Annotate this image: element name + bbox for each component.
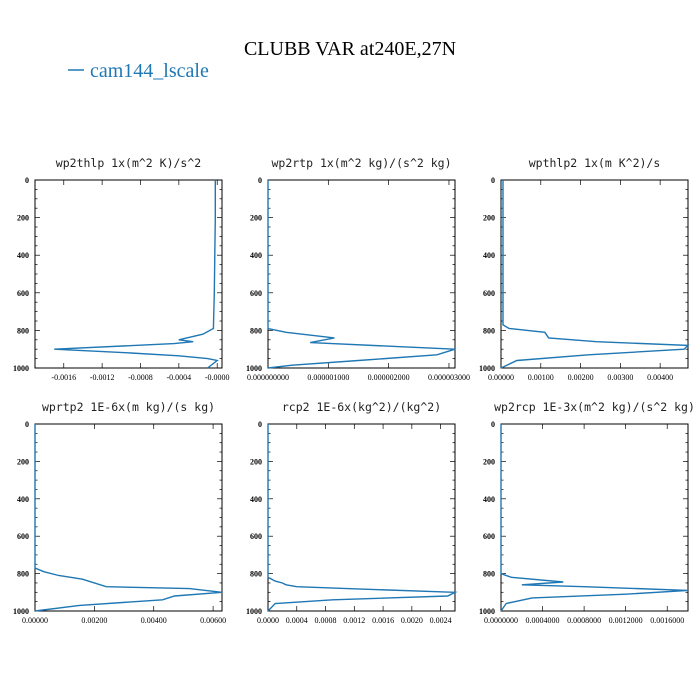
series-line — [54, 180, 219, 369]
x-tick-label: -0.0008 — [128, 373, 153, 382]
x-tick-label: 0.0000000 — [484, 616, 518, 625]
x-tick-label: 0.00200 — [81, 616, 107, 625]
y-tick-label: 200 — [17, 457, 29, 466]
y-tick-label: 600 — [483, 532, 495, 541]
series-line — [500, 424, 689, 612]
series-line — [500, 180, 690, 369]
panel-title: wpthlp2 1x(m K^2)/s — [529, 156, 661, 170]
y-tick-label: 600 — [250, 532, 262, 541]
y-tick-label: 0 — [258, 176, 262, 185]
x-tick-label: 0.00400 — [141, 616, 167, 625]
y-tick-label: 400 — [17, 251, 29, 260]
panel-title: rcp2 1E-6x(kg^2)/(kg^2) — [282, 400, 441, 414]
x-tick-label: 0.000000000 — [247, 373, 289, 382]
x-tick-label: 0.000001000 — [307, 373, 349, 382]
x-tick-label: -0.0012 — [90, 373, 115, 382]
panel-3: wpthlp2 1x(m K^2)/s020040060080010000.00… — [479, 156, 690, 382]
y-tick-label: 200 — [250, 214, 262, 223]
x-tick-label: 0.00200 — [568, 373, 594, 382]
y-tick-label: 200 — [483, 214, 495, 223]
y-tick-label: 600 — [17, 289, 29, 298]
x-tick-label: -0.0004 — [167, 373, 192, 382]
x-tick-label: -0.0016 — [51, 373, 76, 382]
series-line — [34, 424, 223, 612]
panel-title: wp2thlp 1x(m^2 K)/s^2 — [56, 156, 201, 170]
plot-frame — [267, 179, 456, 369]
x-tick-label: 0.0016 — [372, 616, 394, 625]
y-tick-label: 1000 — [13, 364, 29, 373]
series-line — [267, 424, 458, 612]
x-tick-label: 0.00000 — [22, 616, 48, 625]
figure-title: CLUBB VAR at240E,27N — [244, 38, 456, 60]
x-tick-label: 0.00400 — [647, 373, 673, 382]
x-tick-label: -0.0000 — [205, 373, 230, 382]
y-tick-label: 800 — [250, 326, 262, 335]
x-tick-label: 0.0000 — [257, 616, 279, 625]
x-tick-label: 0.0020 — [401, 616, 423, 625]
panel-2: wp2rtp 1x(m^2 kg)/(s^2 kg) 0 200 400 600 800 1… — [246, 156, 470, 382]
x-tick-label: 0.00600 — [200, 616, 226, 625]
y-tick-label: 1000 — [246, 607, 262, 616]
y-tick-label: 1000 — [246, 364, 262, 373]
y-tick-label: 200 — [250, 457, 262, 466]
x-tick-label: 0.0004 — [286, 616, 308, 625]
y-tick-label: 600 — [483, 289, 495, 298]
x-tick-label: 0.000003000 — [428, 373, 470, 382]
y-tick-label: 0 — [491, 176, 495, 185]
y-tick-label: 1000 — [479, 364, 495, 373]
y-tick-label: 400 — [17, 495, 29, 504]
x-tick-label: 0.00100 — [528, 373, 554, 382]
panel-title: wp2rtp 1x(m^2 kg)/(s^2 kg) — [271, 156, 451, 170]
plot-frame — [34, 423, 223, 612]
legend: cam144_lscale — [68, 60, 209, 82]
y-tick-label: 400 — [483, 495, 495, 504]
x-tick-label: 0.0012000 — [609, 616, 643, 625]
y-tick-label: 800 — [483, 570, 495, 579]
plot-frame — [500, 423, 689, 612]
chart-panels: wp2thlp 1x(m^2 K)/s^2 0 200 400 600 800 1000 -0… — [13, 156, 695, 625]
panel-6: wp2rcp 1E-3x(m^2 kg)/(s^2 kg) 0 200 400 600 8… — [479, 400, 695, 625]
y-tick-label: 600 — [17, 532, 29, 541]
x-tick-label: 0.0004000 — [526, 616, 560, 625]
y-tick-label: 800 — [17, 570, 29, 579]
y-tick-label: 400 — [250, 495, 262, 504]
panel-1: wp2thlp 1x(m^2 K)/s^2 0 200 400 600 800 1000 -0… — [13, 156, 230, 382]
y-tick-label: 800 — [483, 326, 495, 335]
y-tick-label: 0 — [491, 420, 495, 429]
x-tick-label: 0.0008000 — [567, 616, 601, 625]
panel-4: wprtp2 1E-6x(m kg)/(s kg) 0 200 400 600 800 10… — [13, 400, 226, 625]
x-tick-label: 0.0008 — [315, 616, 337, 625]
plot-frame — [267, 423, 456, 612]
x-tick-label: 0.0016000 — [650, 616, 684, 625]
panel-title: wprtp2 1E-6x(m kg)/(s kg) — [42, 400, 215, 414]
y-tick-label: 800 — [250, 570, 262, 579]
y-tick-label: 0 — [25, 420, 29, 429]
panel-5: rcp2 1E-6x(kg^2)/(kg^2) 0 200 400 600 800 1000… — [246, 400, 458, 625]
y-tick-label: 800 — [17, 326, 29, 335]
y-tick-label: 200 — [17, 214, 29, 223]
y-tick-label: 0 — [258, 420, 262, 429]
y-tick-label: 400 — [250, 251, 262, 260]
x-tick-label: 0.000002000 — [368, 373, 410, 382]
y-tick-label: 600 — [250, 289, 262, 298]
plot-frame — [34, 179, 223, 369]
y-tick-label: 200 — [483, 457, 495, 466]
y-tick-label: 1000 — [479, 607, 495, 616]
plot-frame — [500, 179, 689, 369]
y-tick-label: 1000 — [13, 607, 29, 616]
series-line — [267, 180, 456, 369]
y-tick-label: 400 — [483, 251, 495, 260]
x-tick-label: 0.0024 — [430, 616, 452, 625]
x-tick-label: 0.00300 — [607, 373, 633, 382]
x-tick-label: 0.0012 — [343, 616, 365, 625]
x-tick-label: 0.00000 — [488, 373, 514, 382]
y-tick-label: 0 — [25, 176, 29, 185]
legend-label: cam144_lscale — [90, 60, 209, 82]
panel-title: wp2rcp 1E-3x(m^2 kg)/(s^2 kg) — [494, 400, 695, 414]
